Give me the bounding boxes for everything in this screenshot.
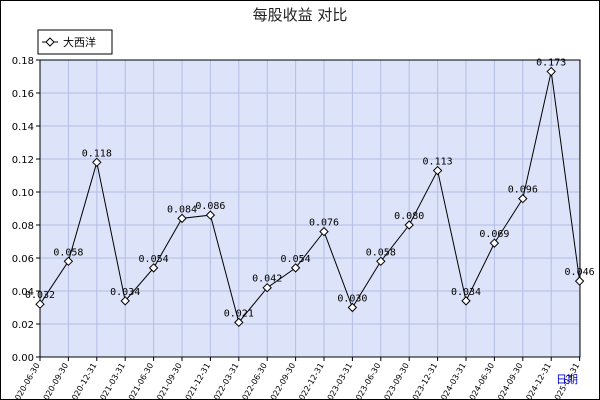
series-line (39, 71, 581, 324)
y-tick-label: 0.12 (12, 155, 34, 166)
data-point-marker (546, 66, 556, 77)
data-point-marker (148, 263, 159, 273)
x-tick-label: 2021-09-30 (153, 362, 184, 400)
x-tick-label: 2024-09-30 (493, 362, 524, 400)
data-point-marker (35, 299, 45, 309)
data-label: 0.173 (536, 58, 566, 69)
x-tick-label: 2020-09-30 (39, 362, 70, 400)
data-point-marker (518, 193, 528, 204)
plot-area (40, 60, 580, 357)
data-label: 0.021 (224, 308, 254, 319)
x-tick-label: 2020-12-31 (67, 362, 98, 400)
y-tick-label: 0.06 (12, 254, 34, 265)
data-label: 0.076 (309, 218, 339, 229)
data-label: 0.034 (451, 287, 481, 298)
y-tick-label: 0.14 (12, 122, 34, 133)
x-tick-label: 2021-06-30 (124, 362, 155, 400)
x-tick-label: 2024-03-31 (437, 362, 468, 400)
data-label: 0.086 (195, 201, 225, 212)
data-point-marker (262, 282, 272, 293)
data-point-marker (319, 226, 329, 237)
data-label: 0.058 (53, 247, 83, 258)
x-tick-label: 2023-06-30 (351, 362, 382, 400)
x-tick-label: 2024-06-30 (465, 362, 496, 400)
plot-border (39, 59, 581, 358)
data-label: 0.096 (508, 185, 538, 196)
data-label: 0.034 (110, 287, 140, 298)
data-label: 0.080 (394, 211, 424, 222)
y-tick-label: 0.04 (12, 287, 34, 298)
data-point-marker (120, 296, 130, 306)
data-label: 0.069 (479, 229, 509, 240)
data-point-marker (290, 263, 301, 273)
x-tick-label: 2022-12-31 (295, 362, 326, 400)
data-label: 0.054 (139, 254, 169, 265)
data-label: 0.113 (423, 157, 453, 168)
data-point-marker (432, 165, 443, 176)
data-point-marker (92, 157, 102, 168)
data-point-marker (347, 302, 358, 313)
data-label: 0.046 (565, 267, 595, 278)
data-label: 0.030 (337, 294, 367, 305)
data-label: 0.054 (281, 254, 311, 265)
x-tick-label: 2022-03-31 (209, 362, 240, 400)
data-point-marker (234, 317, 244, 328)
y-tick-label: 0.16 (12, 89, 34, 100)
y-tick-label: 0.02 (12, 320, 34, 331)
legend-label: 大西洋 (63, 35, 96, 49)
y-tick-label: 0.00 (12, 353, 34, 364)
x-tick-label: 2023-12-31 (408, 362, 439, 400)
data-point-marker (461, 296, 471, 306)
chart-title: 每股收益 对比 (253, 6, 348, 24)
data-point-marker (177, 213, 187, 224)
y-tick-label: 0.08 (12, 221, 34, 232)
y-tick-label: 0.10 (12, 188, 34, 199)
x-tick-label: 2022-06-30 (238, 362, 269, 400)
data-label: 0.032 (25, 290, 55, 301)
data-point-marker (574, 276, 585, 286)
legend: 大西洋 (37, 29, 113, 55)
data-label: 0.118 (82, 148, 112, 159)
x-tick-label: 2020-06-30 (11, 362, 42, 400)
data-point-marker (63, 256, 74, 267)
data-point-marker (404, 220, 414, 230)
data-label: 0.042 (252, 274, 282, 285)
data-point-marker (376, 256, 386, 267)
x-tick-label: 2023-03-31 (323, 362, 354, 400)
x-tick-label: 2021-12-31 (181, 362, 212, 400)
x-tick-label: 2022-09-30 (266, 362, 297, 400)
data-label: 0.058 (366, 247, 396, 258)
legend-marker-icon (45, 37, 55, 47)
data-point-marker (205, 210, 216, 220)
data-point-marker (489, 238, 500, 248)
x-axis-corner-label: 日期 (556, 373, 578, 386)
data-label: 0.084 (167, 204, 197, 215)
y-tick-label: 0.18 (12, 56, 34, 67)
x-tick-label: 2021-03-31 (96, 362, 127, 400)
x-tick-label: 2024-12-31 (522, 362, 553, 400)
x-tick-label: 2023-09-30 (380, 362, 411, 400)
